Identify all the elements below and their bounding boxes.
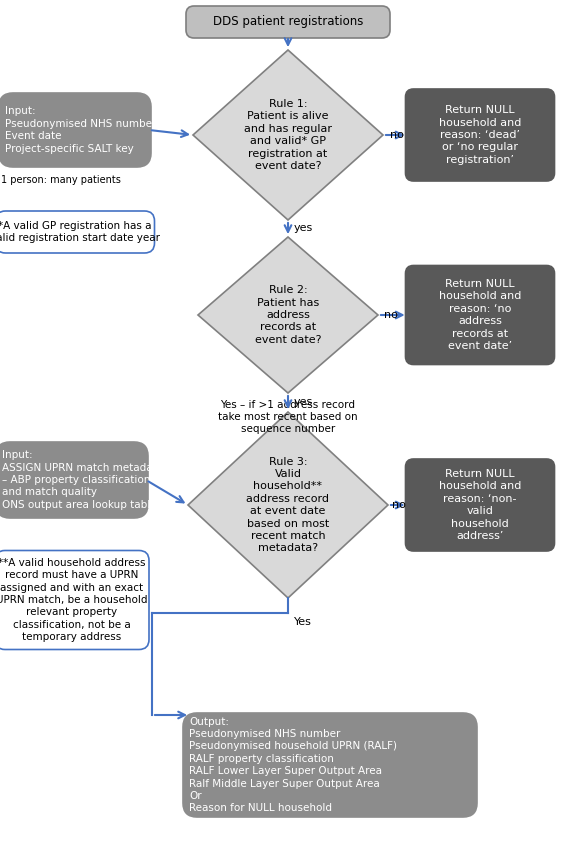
Text: Output:
Pseudonymised NHS number
Pseudonymised household UPRN (RALF)
RALF proper: Output: Pseudonymised NHS number Pseudon… [189, 717, 397, 814]
Text: Rule 3:
Valid
household**
address record
at event date
based on most
recent matc: Rule 3: Valid household** address record… [246, 457, 329, 553]
Text: Input:
Pseudonymised NHS number
Event date
Project-specific SALT key: Input: Pseudonymised NHS number Event da… [5, 106, 156, 153]
Text: no: no [392, 500, 406, 510]
Text: Yes: Yes [294, 617, 312, 627]
FancyBboxPatch shape [406, 89, 554, 181]
FancyBboxPatch shape [406, 459, 554, 551]
Text: **A valid household address
record must have a UPRN
assigned and with an exact
U: **A valid household address record must … [0, 557, 148, 643]
FancyBboxPatch shape [186, 6, 390, 38]
Text: *A valid GP registration has a
valid registration start date year: *A valid GP registration has a valid reg… [0, 220, 160, 243]
Text: Return NULL
household and
reason: ‘no
address
records at
event date’: Return NULL household and reason: ‘no ad… [439, 279, 521, 351]
Text: Rule 1:
Patient is alive
and has regular
and valid* GP
registration at
event dat: Rule 1: Patient is alive and has regular… [244, 99, 332, 171]
FancyBboxPatch shape [0, 551, 149, 649]
FancyBboxPatch shape [0, 442, 148, 518]
FancyBboxPatch shape [183, 713, 477, 817]
Text: Yes – if >1 address record
take most recent based on
sequence number: Yes – if >1 address record take most rec… [218, 401, 358, 434]
Polygon shape [193, 50, 383, 220]
Text: DDS patient registrations: DDS patient registrations [213, 15, 363, 28]
Text: yes: yes [294, 223, 313, 233]
FancyBboxPatch shape [406, 266, 554, 364]
FancyBboxPatch shape [0, 93, 151, 167]
Text: Rule 2:
Patient has
address
records at
event date?: Rule 2: Patient has address records at e… [255, 285, 321, 345]
Polygon shape [188, 412, 388, 598]
Text: Return NULL
household and
reason: ‘non-
valid
household
address’: Return NULL household and reason: ‘non- … [439, 469, 521, 541]
Polygon shape [198, 237, 378, 393]
Text: yes: yes [294, 397, 313, 407]
Text: Return NULL
household and
reason: ‘dead’
or ‘no regular
registration’: Return NULL household and reason: ‘dead’… [439, 106, 521, 165]
Text: 1 person: many patients: 1 person: many patients [1, 175, 121, 185]
Text: Input:
ASSIGN UPRN match metadata
– ABP property classification
and match qualit: Input: ASSIGN UPRN match metadata – ABP … [2, 450, 163, 510]
FancyBboxPatch shape [0, 211, 155, 253]
Text: no: no [390, 130, 404, 140]
Text: no: no [384, 310, 398, 320]
